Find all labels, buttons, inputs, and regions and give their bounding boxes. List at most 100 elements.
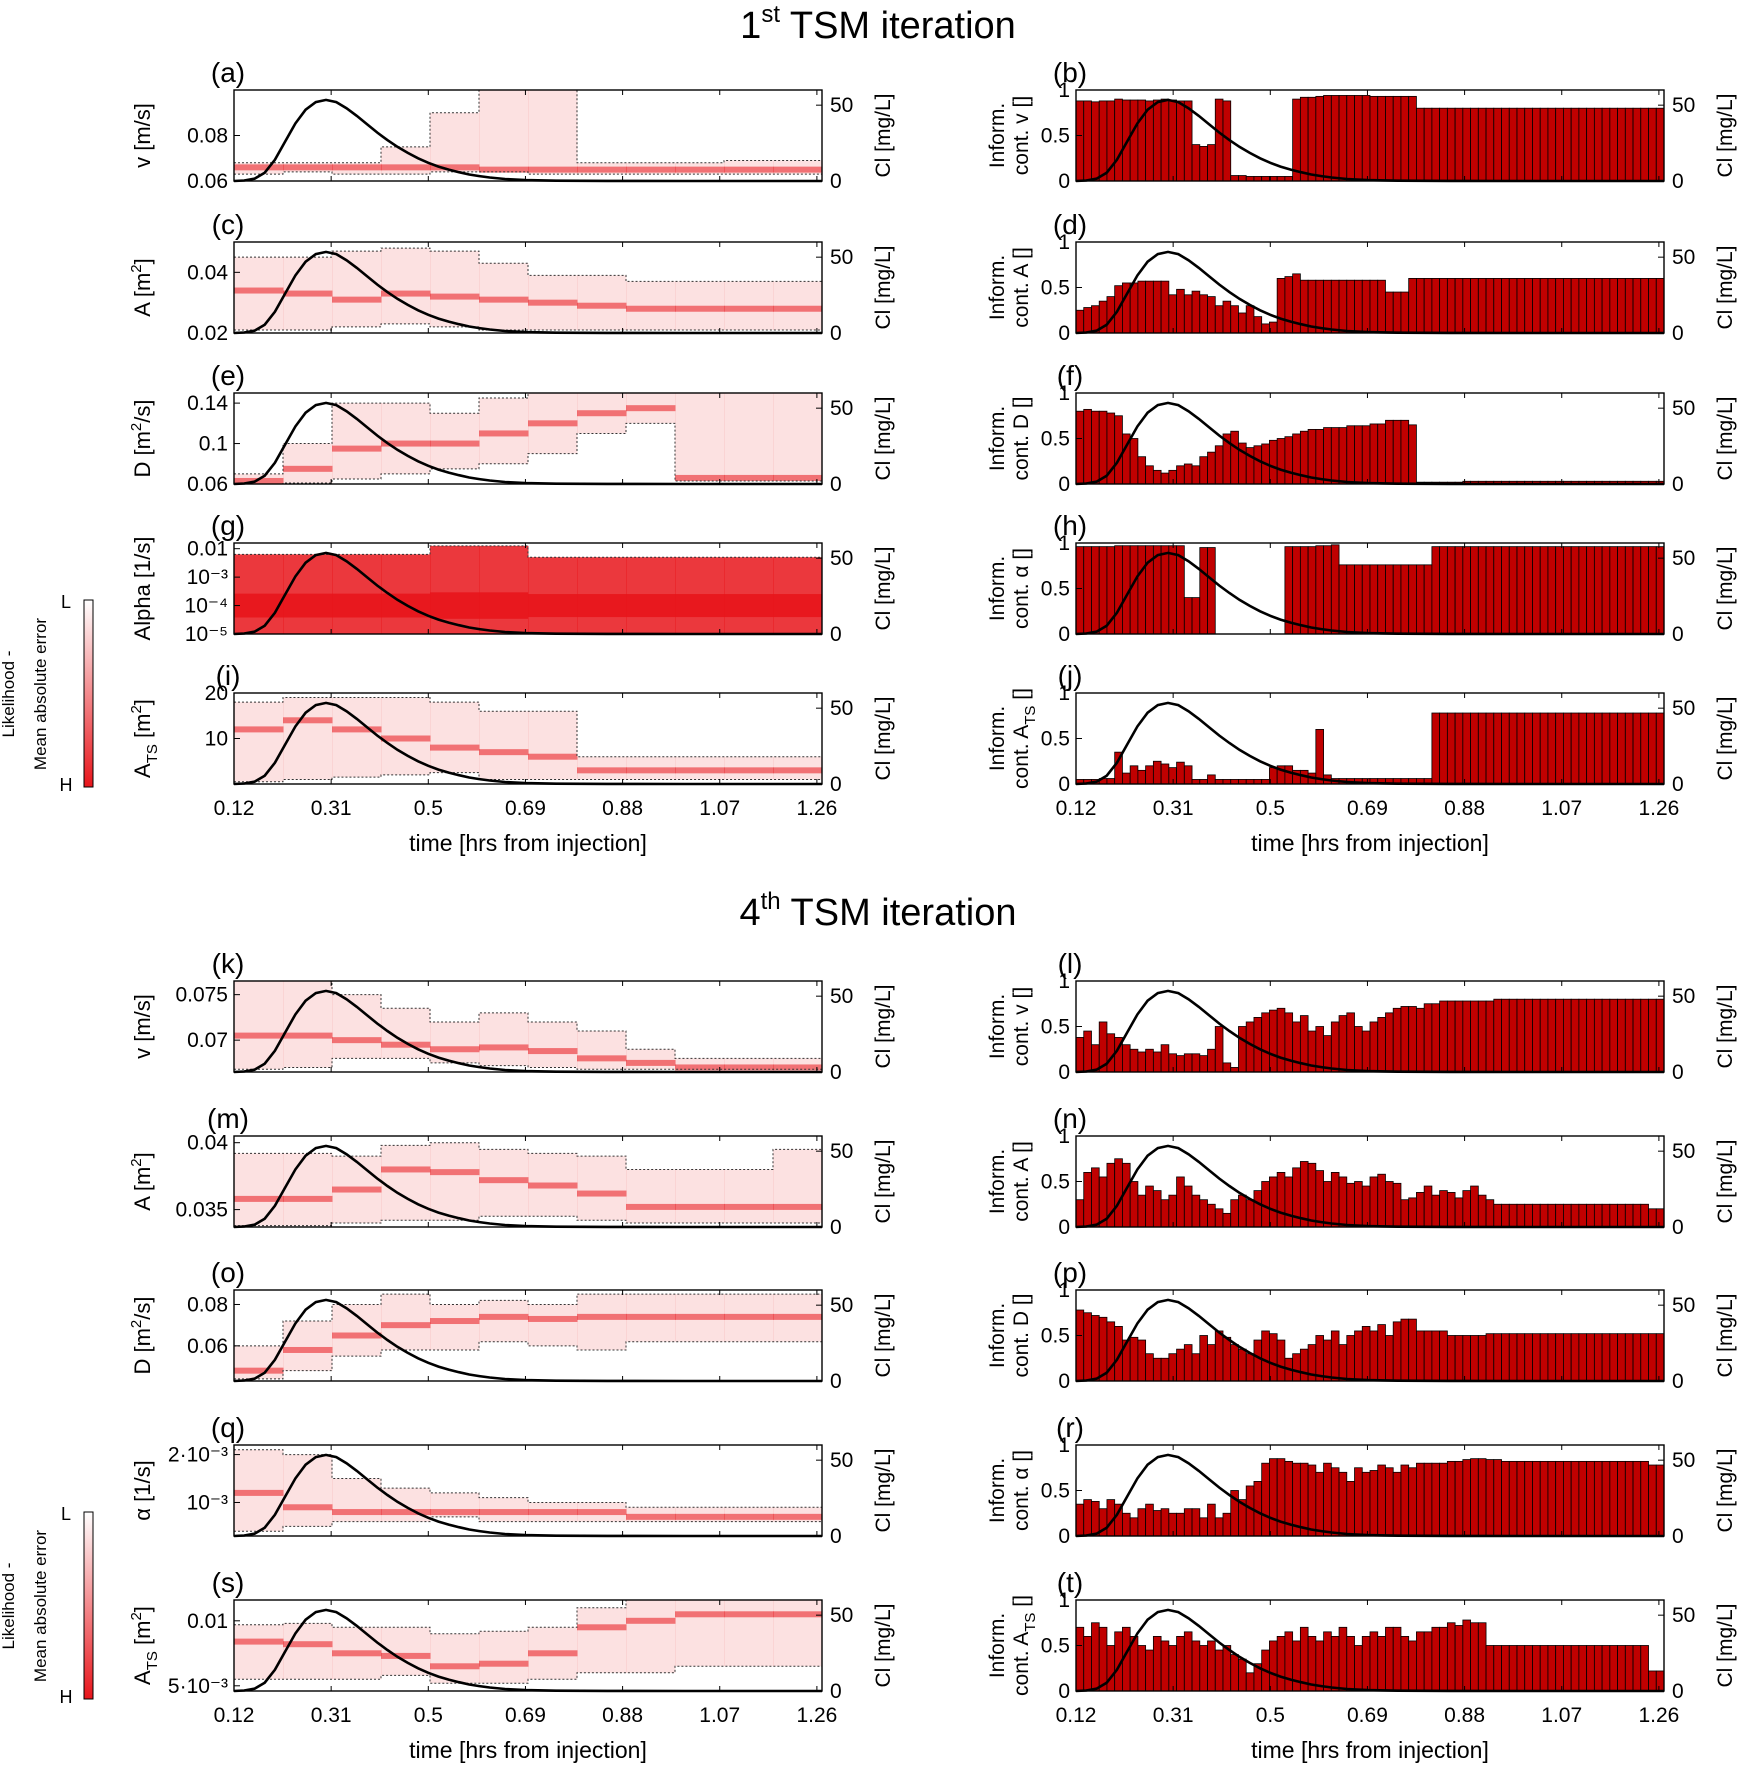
info-bar <box>1477 1458 1487 1537</box>
concentration-curve <box>1075 250 1664 335</box>
info-bar <box>1601 107 1611 182</box>
info-bar <box>1601 1333 1611 1382</box>
info-bar <box>1462 712 1471 785</box>
info-bar <box>1330 1467 1340 1537</box>
info-bar <box>1508 546 1518 635</box>
info-bar <box>1462 1619 1471 1692</box>
heat-band-cell <box>528 711 578 780</box>
info-bar <box>1075 410 1085 485</box>
info-bar <box>1129 1181 1139 1228</box>
info-bar <box>1524 1333 1533 1382</box>
info-bar <box>1508 1460 1518 1537</box>
info-bar <box>1539 1645 1549 1692</box>
info-bar <box>1516 1333 1526 1382</box>
info-bar <box>1315 1170 1324 1228</box>
info-bar <box>1330 1636 1340 1692</box>
panel-k: 0.07 0.075 0 50 Cl [mg/L] (k) v [m/s] <box>130 948 895 1084</box>
info-bar <box>1601 546 1611 635</box>
info-bar <box>1137 769 1147 785</box>
heat-peak-cell <box>528 299 578 306</box>
heat-band-cell <box>577 1607 627 1673</box>
info-bar <box>1392 1471 1402 1537</box>
info-bar <box>1214 305 1224 334</box>
info-bar <box>1230 175 1239 182</box>
y-tick-label: 1 <box>1058 1125 1070 1148</box>
info-bar <box>1609 1203 1618 1228</box>
heat-band-cell <box>332 994 382 1059</box>
info-bar <box>1632 1333 1642 1382</box>
info-bar <box>1152 760 1162 785</box>
info-bar <box>1354 1330 1363 1382</box>
info-bar <box>1377 1324 1386 1382</box>
info-bar <box>1377 279 1386 334</box>
info-bar <box>1222 1336 1232 1382</box>
y-axis-label-line2: cont. D [] <box>1010 1293 1033 1377</box>
info-bar <box>1617 107 1626 182</box>
heat-peak-cell <box>577 1509 627 1516</box>
info-bar <box>1129 545 1139 635</box>
info-bar <box>1338 1344 1348 1382</box>
info-bar <box>1098 546 1108 635</box>
right-tick-label: 0 <box>1672 473 1684 496</box>
info-bar <box>1655 998 1665 1073</box>
info-bar <box>1176 1512 1185 1537</box>
heat-peak-cell <box>773 1611 823 1618</box>
panel-l: 0 0.5 1 0 50 Cl [mg/L] (l) Inform. cont. v [] <box>986 948 1737 1084</box>
axes-box <box>233 241 823 334</box>
heat-peak-cell <box>773 305 823 312</box>
info-bar <box>1547 277 1557 334</box>
right-axis-label: Cl [mg/L] <box>1714 1603 1737 1687</box>
info-bar <box>1400 1199 1410 1228</box>
info-bar <box>1416 1631 1425 1692</box>
heat-peak-cell <box>577 302 627 309</box>
info-bar <box>1640 712 1649 785</box>
panel-label: (n) <box>1053 1103 1087 1134</box>
info-bar <box>1446 1335 1456 1382</box>
heat-peak-cell <box>430 1318 480 1325</box>
panel-m: 0.035 0.04 0 50 Cl [mg/L] (m) A [m2] <box>128 1103 895 1239</box>
info-bar <box>1547 546 1557 635</box>
info-bar <box>1439 1190 1448 1228</box>
y-tick-label: 5·10⁻³ <box>168 1675 228 1698</box>
info-bar <box>1501 1333 1510 1382</box>
right-tick-label: 0 <box>830 773 842 796</box>
info-bar <box>1075 1626 1085 1692</box>
info-bar <box>1160 1044 1170 1073</box>
heat-band-cell <box>283 1153 333 1226</box>
info-bar <box>1586 1203 1595 1228</box>
heat-peak-cell <box>626 1617 676 1624</box>
x-tick-label: 0.5 <box>414 797 443 820</box>
colorbar-gradient <box>83 1511 94 1700</box>
heat-peak-cell <box>430 293 480 300</box>
info-bar <box>1253 316 1263 334</box>
info-bar <box>1377 564 1386 635</box>
info-bar <box>1377 423 1386 485</box>
info-bar <box>1346 564 1355 635</box>
panel-label: (b) <box>1053 57 1087 88</box>
heat-peak-cell <box>626 166 676 173</box>
y-tick-label: 0 <box>1058 1680 1070 1703</box>
info-bar <box>1532 107 1541 182</box>
info-bar <box>1083 1172 1092 1228</box>
info-bar <box>1091 1315 1100 1382</box>
info-bar <box>1593 1460 1603 1537</box>
right-axis-label: Cl [mg/L] <box>872 245 895 329</box>
info-bar <box>1578 712 1588 785</box>
heat-peak-cell <box>234 1489 284 1496</box>
y-axis-label-line2: cont. α [] <box>1010 548 1033 629</box>
info-bar <box>1323 1181 1332 1228</box>
info-bar <box>1238 1026 1247 1073</box>
heat-peak-cell <box>528 1315 578 1322</box>
info-bar <box>1408 1197 1417 1228</box>
info-bar <box>1593 1645 1603 1692</box>
heat-band-cell <box>283 443 333 483</box>
info-bar <box>1632 712 1642 785</box>
envelope-high <box>234 980 822 1059</box>
panel-label: (l) <box>1058 948 1083 979</box>
info-bar <box>1230 1654 1239 1692</box>
concentration-curve <box>1075 1608 1664 1693</box>
x-tick-label: 1.07 <box>1541 1704 1582 1727</box>
info-bar <box>1238 1348 1247 1382</box>
heat-band-cell <box>577 275 627 330</box>
right-tick-label: 0 <box>1672 1680 1684 1703</box>
